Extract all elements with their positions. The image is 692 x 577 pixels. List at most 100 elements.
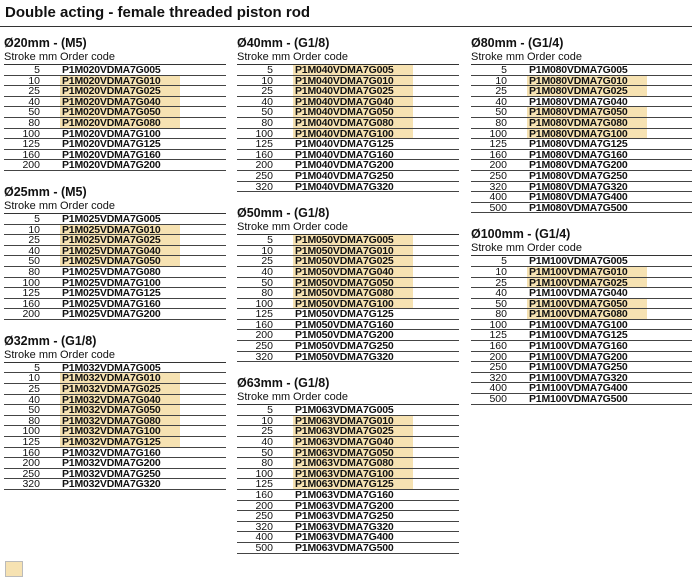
order-code-cell: P1M100VDMA7G100 [529,318,628,331]
section: Ø40mm - (G1/8) Stroke mm Order code 5 P1M040… [237,36,459,193]
table-row: 80 P1M025VDMA7G080 [4,267,226,278]
table-row: 10 P1M032VDMA7G010 [4,373,226,385]
stroke-cell: 320 [489,371,507,384]
table-row: 125 P1M025VDMA7G125 [4,288,226,299]
section: Ø20mm - (M5) Stroke mm Order code 5 P1M020VD… [4,36,226,171]
stroke-cell: 50 [495,106,507,119]
table-header: Stroke mm Order code [237,391,459,406]
column-header: Stroke mm [4,348,58,361]
order-code-cell: P1M063VDMA7G040 [293,437,413,447]
table-row: 50 P1M040VDMA7G050 [237,107,459,118]
stroke-cell: 10 [28,223,40,236]
order-code-cell: P1M080VDMA7G040 [529,95,628,108]
table-row: 100 P1M100VDMA7G100 [471,320,692,331]
stroke-cell: 200 [255,329,273,342]
stroke-cell: 25 [261,85,273,98]
table-row: 25 P1M063VDMA7G025 [237,426,459,438]
column-header: Stroke mm [237,221,291,234]
table-row: 125 P1M040VDMA7G125 [237,139,459,150]
table-row: 80 P1M020VDMA7G080 [4,118,226,129]
stroke-cell: 160 [489,148,507,161]
order-code-cell: P1M040VDMA7G100 [293,128,413,139]
section-heading: Ø40mm - (G1/8) [237,36,330,50]
column-header: Stroke mm [471,51,525,63]
order-code-cell: P1M032VDMA7G125 [60,437,180,447]
stroke-cell: 80 [495,116,507,129]
stroke-cell: 100 [489,127,507,140]
stroke-cell: 40 [28,244,40,257]
order-code-cell: P1M063VDMA7G200 [295,499,394,512]
order-code-cell: P1M050VDMA7G100 [293,299,413,309]
title-rule [0,26,692,27]
table-row: 40 P1M050VDMA7G040 [237,267,459,278]
stroke-cell: 200 [22,457,40,470]
order-code-cell: P1M032VDMA7G100 [60,426,180,437]
order-code-cell: P1M080VDMA7G005 [529,64,628,76]
stroke-cell: 250 [255,340,273,353]
stroke-cell: 125 [255,308,273,321]
stroke-cell: 160 [255,489,273,501]
column-header: Order code [527,242,583,255]
stroke-cell: 320 [255,180,273,193]
table-row: 125 P1M020VDMA7G125 [4,139,226,150]
table-row: 160 P1M020VDMA7G160 [4,150,226,161]
order-code-cell: P1M020VDMA7G040 [60,97,180,107]
section: Ø80mm - (G1/4) Stroke mm Order code 5 P1M080… [471,36,692,214]
stroke-cell: 250 [489,361,507,374]
order-code-cell: P1M040VDMA7G080 [293,118,413,128]
stroke-cell: 10 [495,74,507,87]
order-code-cell: P1M050VDMA7G040 [293,267,413,277]
table-row: 25 P1M050VDMA7G025 [237,256,459,267]
stroke-cell: 50 [28,255,40,268]
stroke-cell: 100 [255,127,273,140]
table-header: Stroke mm Order code [4,51,226,65]
stroke-cell: 100 [489,318,507,331]
table-row: 10 P1M025VDMA7G010 [4,223,226,236]
order-code-cell: P1M025VDMA7G005 [62,212,161,225]
table-row: 80 P1M040VDMA7G080 [237,118,459,129]
table-row: 5 P1M040VDMA7G005 [237,65,459,76]
order-code-cell: P1M032VDMA7G005 [62,361,161,374]
order-code-cell: P1M100VDMA7G010 [527,267,647,277]
stroke-cell: 10 [28,74,40,87]
stroke-cell: 125 [22,287,40,300]
table-row: 40 P1M025VDMA7G040 [4,246,226,257]
order-code-cell: P1M050VDMA7G320 [295,350,394,363]
stroke-cell: 125 [489,329,507,342]
stroke-cell: 40 [261,265,273,278]
stroke-cell: 10 [261,244,273,257]
order-code-cell: P1M080VDMA7G010 [527,76,647,86]
order-code-cell: P1M100VDMA7G025 [527,277,647,288]
order-code-cell: P1M100VDMA7G040 [529,287,628,300]
stroke-cell: 160 [489,340,507,353]
order-code-cell: P1M020VDMA7G100 [62,127,161,140]
table-row: 125 P1M050VDMA7G125 [237,309,459,320]
order-code-cell: P1M032VDMA7G010 [60,373,180,384]
table-row: 80 P1M080VDMA7G080 [471,118,692,129]
table-row: 40 P1M080VDMA7G040 [471,97,692,108]
stroke-cell: 200 [489,159,507,172]
order-code-cell: P1M025VDMA7G200 [62,308,161,321]
table-row: 25 P1M020VDMA7G025 [4,86,226,97]
table-row: 100 P1M063VDMA7G100 [237,469,459,480]
table-row: 500 P1M100VDMA7G500 [471,394,692,405]
order-code-cell: P1M050VDMA7G025 [293,256,413,266]
legend-swatch [5,561,23,577]
stroke-cell: 5 [501,255,507,268]
order-code-cell: P1M050VDMA7G200 [295,329,394,342]
column-header: Order code [60,348,116,361]
order-code-cell: P1M063VDMA7G160 [295,489,394,501]
order-code-cell: P1M020VDMA7G025 [60,86,180,96]
stroke-cell: 125 [489,138,507,151]
stroke-cell: 25 [495,85,507,98]
table-row: 50 P1M063VDMA7G050 [237,448,459,459]
order-code-cell: P1M020VDMA7G080 [60,118,180,128]
stroke-cell: 5 [267,234,273,247]
stroke-cell: 250 [22,467,40,480]
order-code-cell: P1M050VDMA7G010 [293,246,413,256]
section-heading: Ø50mm - (G1/8) [237,206,330,221]
order-code-cell: P1M063VDMA7G010 [293,416,413,426]
stroke-cell: 200 [22,159,40,172]
column-header: Order code [293,391,349,404]
